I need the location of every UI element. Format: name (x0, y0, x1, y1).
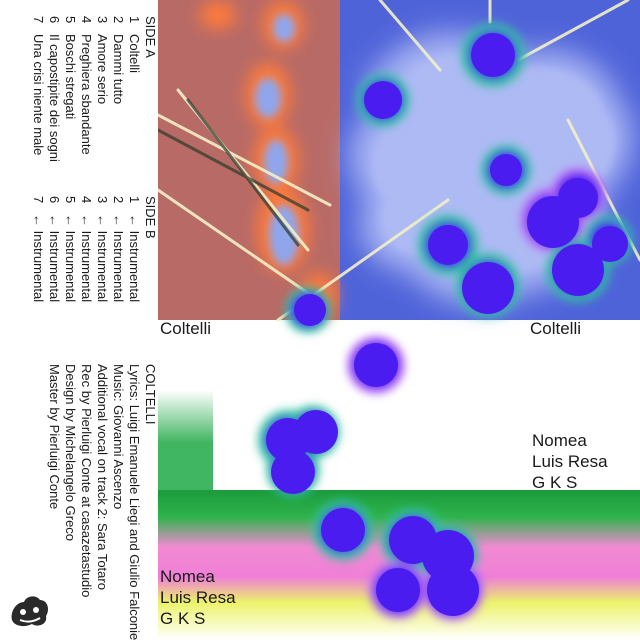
side-b-block: SIDE B 1← Instrumental 2← Instrumental 3… (30, 196, 158, 336)
track-row: 2← Instrumental (111, 196, 126, 303)
track-row: 6← Instrumental (47, 196, 62, 303)
track-row: 5← Instrumental (63, 196, 78, 303)
track-row: 1Coltelli (127, 16, 142, 74)
track-row: 6Il capostipite dei sogni (47, 16, 62, 162)
track-row: 5Boschi stregati (63, 16, 78, 120)
credit-line: Rec by Pierluigi Conte at casazetastudio (79, 364, 94, 598)
album-title-right: Coltelli (530, 319, 582, 338)
credit-line: Design by Michelangelo Greco (63, 364, 78, 542)
track-row: 3← Instrumental (95, 196, 110, 303)
liner-notes-panel: SIDE A 1Coltelli 2Dammi tutto 3Amore ser… (0, 0, 158, 640)
artist-name: Luis Resa (160, 588, 236, 607)
track-row: 4← Instrumental (79, 196, 94, 303)
track-row: 2Dammi tutto (111, 16, 126, 105)
artist-credits-bottom: Nomea Luis Resa G K S (160, 566, 236, 629)
track-row: 3Amore serio (95, 16, 110, 105)
artist-name: Luis Resa (532, 452, 608, 471)
cover-artwork: Coltelli Coltelli Nomea Luis Resa G K S … (158, 0, 640, 640)
artist-credits-right: Nomea Luis Resa G K S (532, 430, 608, 493)
track-row: 7← Instrumental (31, 196, 46, 303)
side-a-heading: SIDE A (143, 16, 158, 58)
credit-line: Lyrics: Luigi Emanuele Liegi and Giulio … (127, 364, 142, 640)
artwork-graphic (158, 0, 640, 640)
credits-block: COLTELLI Lyrics: Luigi Emanuele Liegi an… (46, 364, 158, 640)
artist-name: Nomea (532, 431, 587, 450)
credit-line: Music: Giovanni Ascenzo (111, 364, 126, 510)
artist-name: G K S (532, 473, 578, 492)
track-row: 1← Instrumental (127, 196, 142, 303)
side-b-heading: SIDE B (143, 196, 158, 239)
track-row: 4Preghiera sbandante (79, 16, 94, 155)
credit-line: Additional vocal on track 2: Sara Totaro (95, 364, 110, 590)
artist-name: G K S (160, 609, 206, 628)
credits-heading: COLTELLI (143, 364, 158, 425)
artist-name: Nomea (160, 567, 215, 586)
label-logo-icon (11, 596, 49, 627)
side-a-block: SIDE A 1Coltelli 2Dammi tutto 3Amore ser… (30, 16, 158, 196)
album-title-left: Coltelli (160, 319, 212, 338)
track-row: 7Una crisi niente male (31, 16, 46, 156)
